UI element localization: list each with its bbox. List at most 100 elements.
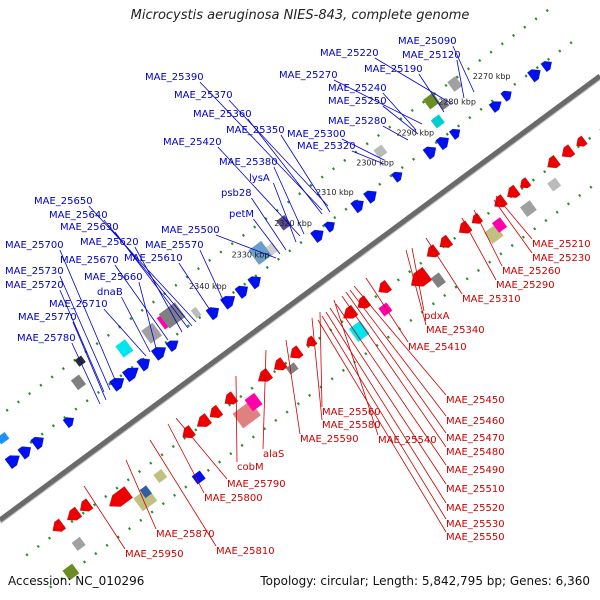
forward-gene-19 xyxy=(435,136,450,151)
accession-text: Accession: NC_010296 xyxy=(8,574,145,588)
forward-leader-line xyxy=(59,275,111,391)
forward-gene-label: lysA xyxy=(249,173,270,184)
forward-gene-2 xyxy=(30,436,45,451)
forward-leader-line xyxy=(138,281,157,349)
forward-leader-line xyxy=(382,92,417,131)
reverse-leader-line xyxy=(149,439,217,547)
forward-gene-12 xyxy=(247,276,262,290)
reverse-gene-label: MAE_25340 xyxy=(426,325,485,336)
reverse-leader-line xyxy=(319,311,323,408)
reverse-gene-16 xyxy=(426,244,441,258)
kbp-tick-label: 2340 kbp xyxy=(189,282,227,291)
forward-gene-23 xyxy=(526,69,541,83)
reverse-leader-line xyxy=(341,295,447,448)
forward-gene-19-shape xyxy=(435,136,450,151)
reverse-leader-line xyxy=(175,417,228,480)
reverse-gene-6 xyxy=(209,404,224,419)
forward-leader-line xyxy=(215,234,277,259)
forward-gene-label: MAE_25660 xyxy=(84,272,143,283)
reverse-leader-line xyxy=(425,237,463,295)
reverse-leader-line xyxy=(317,319,447,533)
reverse-gene-24 xyxy=(561,144,576,158)
reverse-leader-line xyxy=(167,423,205,494)
forward-leader-line xyxy=(59,289,105,393)
forward-gene-3 xyxy=(62,417,75,429)
reverse-leader-line xyxy=(473,209,503,267)
forward-gene-10 xyxy=(219,295,236,310)
reverse-gene-1-shape xyxy=(66,506,83,521)
reverse-leader-line xyxy=(411,247,425,312)
reverse-leader-line xyxy=(335,303,447,466)
forward-gene-label: MAE_25420 xyxy=(163,137,222,148)
forward-gene-16 xyxy=(362,190,377,204)
reverse-leader-line xyxy=(235,375,238,463)
forward-leader-line xyxy=(333,79,423,125)
forward-gene-1-shape xyxy=(17,446,32,460)
reverse-gene-0-shape xyxy=(52,518,67,532)
reverse-leader-line xyxy=(125,459,157,530)
forward-gene-22 xyxy=(500,90,512,102)
forward-leader-line xyxy=(341,138,385,161)
forward-leader-line xyxy=(103,308,147,357)
reverse-block-9 xyxy=(348,320,370,342)
forward-gene-21-shape xyxy=(488,101,502,114)
reverse-gene-12 xyxy=(342,304,359,319)
forward-gene-label: MAE_25270 xyxy=(279,70,338,81)
reverse-gene-label: MAE_25550 xyxy=(446,532,505,543)
reverse-gene-label: MAE_25950 xyxy=(125,549,184,560)
reverse-gene-22 xyxy=(519,177,532,189)
forward-leader-line xyxy=(103,219,193,327)
forward-gene-label: MAE_25620 xyxy=(80,237,139,248)
reverse-gene-label: MAE_25870 xyxy=(156,529,215,540)
reverse-gene-15 xyxy=(410,266,433,287)
reverse-leader-line xyxy=(321,315,447,520)
forward-gene-label: psb28 xyxy=(221,188,252,199)
reverse-leader-line xyxy=(349,289,447,417)
kbp-tick-label: 2310 kbp xyxy=(316,188,354,197)
reverse-gene-6-shape xyxy=(209,404,224,419)
forward-gene-label: MAE_25380 xyxy=(219,157,278,168)
reverse-leader-line xyxy=(405,249,427,326)
reverse-gene-3 xyxy=(108,486,134,507)
forward-gene-label: MAE_25120 xyxy=(402,50,461,61)
forward-gene-label: petM xyxy=(229,209,254,220)
reverse-gene-14 xyxy=(378,279,393,294)
reverse-gene-0 xyxy=(52,518,67,532)
forward-gene-23-shape xyxy=(526,69,541,83)
reverse-gene-label: MAE_25480 xyxy=(446,447,505,458)
reverse-gene-3-shape xyxy=(108,486,134,507)
reverse-leader-line xyxy=(345,291,447,434)
forward-gene-label: MAE_25700 xyxy=(5,240,64,251)
forward-leader-line xyxy=(273,166,305,235)
forward-gene-label: MAE_25390 xyxy=(145,72,204,83)
forward-gene-15 xyxy=(350,199,364,214)
forward-gene-13-shape xyxy=(309,229,324,244)
forward-gene-12-shape xyxy=(247,276,262,290)
forward-gene-24 xyxy=(540,60,553,73)
reverse-gene-2-shape xyxy=(79,498,94,512)
forward-gene-label: dnaB xyxy=(97,287,123,298)
forward-leader-line xyxy=(199,81,323,211)
forward-gene-5-shape xyxy=(121,367,139,383)
forward-gene-label: MAE_25250 xyxy=(328,96,387,107)
reverse-gene-13 xyxy=(357,295,372,309)
reverse-gene-label: pdxA xyxy=(424,311,450,322)
reverse-gene-label: MAE_25310 xyxy=(462,294,521,305)
forward-gene-label: MAE_25370 xyxy=(174,90,233,101)
forward-gene-9 xyxy=(205,307,220,321)
forward-gene-label: MAE_25300 xyxy=(287,129,346,140)
forward-leader-line xyxy=(59,249,117,383)
reverse-gene-21 xyxy=(506,184,521,199)
reverse-gene-label: MAE_25410 xyxy=(408,342,467,353)
guide-track-2 xyxy=(25,129,600,557)
forward-gene-label: MAE_25780 xyxy=(17,333,76,344)
forward-gene-label: MAE_25280 xyxy=(328,116,387,127)
reverse-gene-7-shape xyxy=(224,391,239,405)
reverse-gene-18-shape xyxy=(458,220,473,234)
forward-leader-line xyxy=(452,45,475,93)
forward-leader-line xyxy=(217,146,301,237)
reverse-leader-line xyxy=(325,311,447,504)
forward-gene-label: MAE_25240 xyxy=(328,83,387,94)
forward-gene-2-shape xyxy=(30,436,45,451)
